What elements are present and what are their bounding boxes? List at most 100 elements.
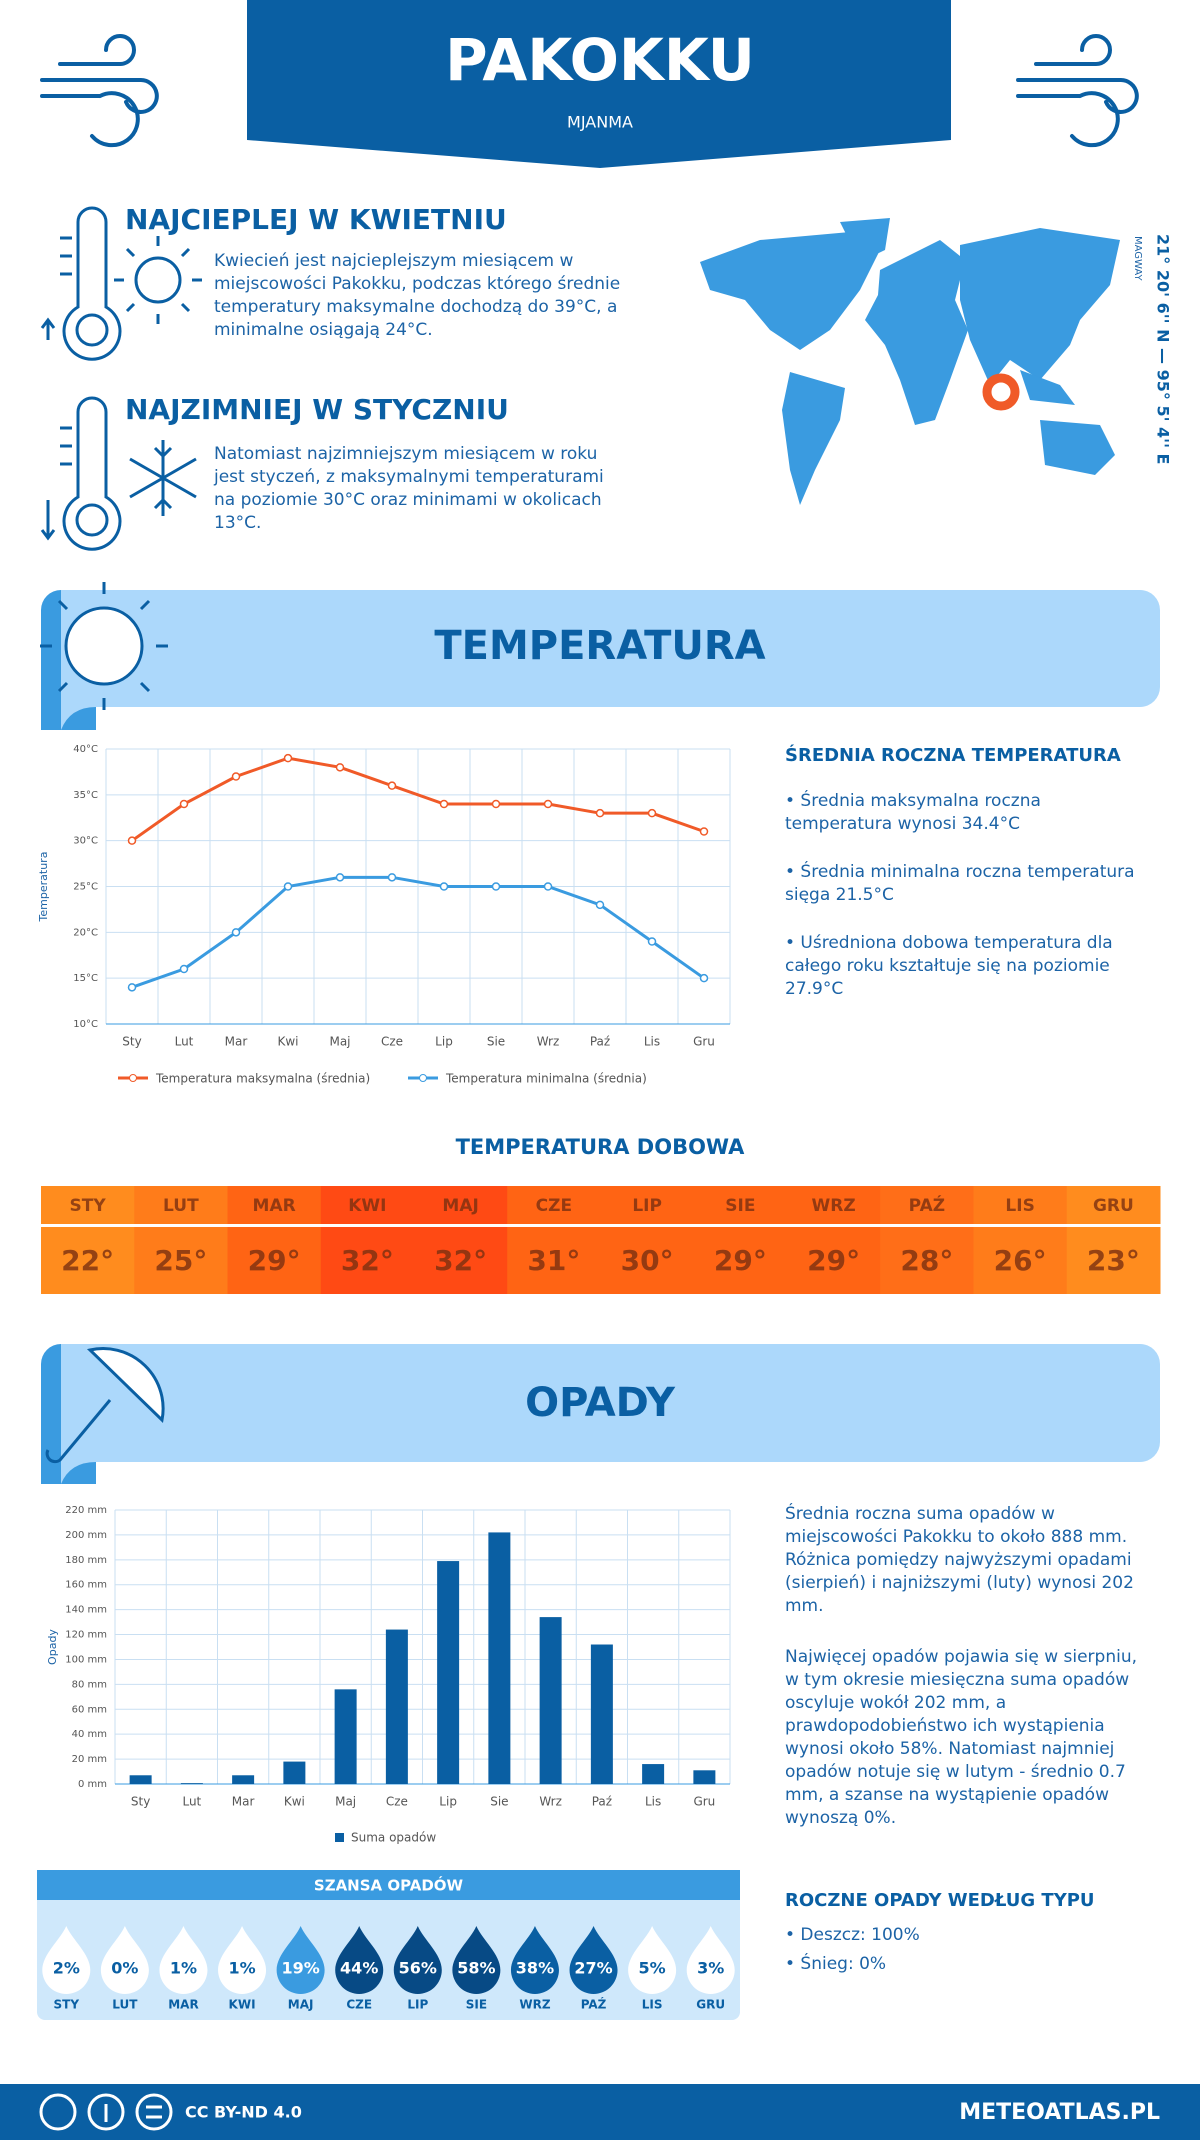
point (335, 873, 345, 882)
type-title: ROCZNE OPADY WEDŁUG TYPU (785, 1890, 1095, 1911)
temp-cell (320, 1227, 415, 1294)
temp-cell (227, 1227, 322, 1294)
y-tick-label: 40°C (73, 744, 98, 755)
chance-label: 2% (53, 1959, 80, 1978)
drop (159, 1926, 208, 1994)
x-tick-label: Cze (386, 1795, 408, 1809)
y-tick-label: 180 mm (65, 1555, 107, 1566)
x-tick-label: Lip (435, 1035, 453, 1049)
summary-item: • Średnia minimalna roczna temperatura s… (785, 862, 1135, 905)
temp-cell (1066, 1227, 1161, 1294)
month-label: SIE (466, 1998, 487, 2012)
warmest-title: NAJCIEPLEJ W KWIETNIU (125, 203, 507, 236)
chance-label: 44% (340, 1959, 378, 1978)
month-label: LUT (112, 1998, 138, 2012)
y-tick-label: 100 mm (65, 1654, 107, 1665)
month-label: LIP (632, 1196, 662, 1216)
month-label: STY (70, 1196, 107, 1216)
header-cell (507, 1186, 601, 1224)
y-tick-label: 80 mm (72, 1679, 107, 1690)
point (543, 882, 553, 891)
chance-label: 58% (457, 1959, 495, 1978)
world-map (700, 218, 1120, 505)
y-tick-label: 120 mm (65, 1630, 107, 1641)
y-tick-label: 0 mm (78, 1779, 107, 1790)
x-tick-label: Gru (693, 1035, 715, 1049)
header-cell (600, 1186, 695, 1224)
thermometer-icons (40, 206, 202, 551)
point (127, 836, 137, 845)
month-label: CZE (536, 1196, 572, 1216)
header-cell (1066, 1186, 1161, 1224)
chance-label: 1% (170, 1959, 197, 1978)
coldest-text: Natomiast najzimniejszym miesiącem w rok… (214, 444, 604, 533)
point (439, 799, 449, 809)
temp-label: 25° (154, 1244, 207, 1277)
site: METEOATLAS.PL (959, 2100, 1160, 2125)
banner (61, 1344, 1160, 1484)
bar (488, 1532, 511, 1784)
point (491, 799, 501, 809)
x-tick-label: Lis (644, 1035, 660, 1049)
header-cell (41, 1186, 135, 1224)
month-label: WRZ (519, 1998, 550, 2012)
x-tick-label: Cze (381, 1035, 403, 1049)
temp-cell (880, 1227, 974, 1294)
y-axis-title: Opady (46, 1629, 59, 1665)
point (647, 808, 657, 818)
temp-label: 29° (248, 1244, 301, 1277)
legend-marker (335, 1833, 344, 1842)
bar (232, 1775, 255, 1784)
point (595, 900, 605, 910)
drop (393, 1926, 442, 1994)
month-label: LIP (407, 1998, 428, 2012)
summary-title: ŚREDNIA ROCZNA TEMPERATURA (785, 745, 1121, 766)
point (699, 973, 709, 983)
month-label: SIE (725, 1196, 755, 1216)
y-tick-label: 35°C (73, 790, 98, 801)
header-cell (320, 1186, 415, 1224)
month-label: WRZ (812, 1196, 856, 1216)
temp-cell (134, 1227, 228, 1294)
month-label: KWI (348, 1196, 386, 1216)
chance-header (37, 1870, 740, 1900)
x-tick-label: Wrz (539, 1795, 562, 1809)
temp-cell (41, 1227, 135, 1294)
drop (510, 1926, 559, 1994)
y-tick-label: 20°C (73, 927, 98, 938)
temp-label: 29° (807, 1244, 860, 1277)
y-tick-label: 25°C (73, 882, 98, 893)
temp-label: 30° (621, 1244, 674, 1277)
section-title: TEMPERATURA (434, 623, 765, 669)
point (439, 882, 449, 891)
y-tick-label: 15°C (73, 973, 98, 984)
y-tick-label: 30°C (73, 836, 98, 847)
type-item: • Deszcz: 100% (785, 1925, 920, 1945)
month-label: MAR (168, 1998, 198, 2012)
chart-title: SZANSA OPADÓW (314, 1876, 464, 1895)
point (699, 827, 709, 836)
legend-label: Temperatura minimalna (średnia) (445, 1072, 647, 1086)
month-label: STY (54, 1998, 80, 2012)
bar (129, 1775, 152, 1784)
month-label: LIS (642, 1998, 663, 2012)
point (543, 799, 553, 809)
y-axis-title: Temperatura (37, 852, 50, 923)
bar (693, 1770, 716, 1784)
header-cell (787, 1186, 881, 1224)
line (131, 756, 705, 842)
y-tick-label: 20 mm (72, 1754, 107, 1765)
point (231, 772, 241, 781)
header-cell (880, 1186, 974, 1224)
month-label: MAJ (288, 1998, 314, 2012)
legend-label: Temperatura maksymalna (średnia) (155, 1072, 370, 1086)
chance-label: 5% (639, 1959, 666, 1978)
header-cell (227, 1186, 322, 1224)
drop (42, 1926, 91, 1994)
point (335, 763, 345, 772)
month-label: CZE (346, 1998, 372, 2012)
bar (283, 1761, 306, 1784)
summary-item: • Średnia maksymalna roczna temperatura … (785, 791, 1041, 834)
month-label: GRU (1093, 1196, 1134, 1216)
